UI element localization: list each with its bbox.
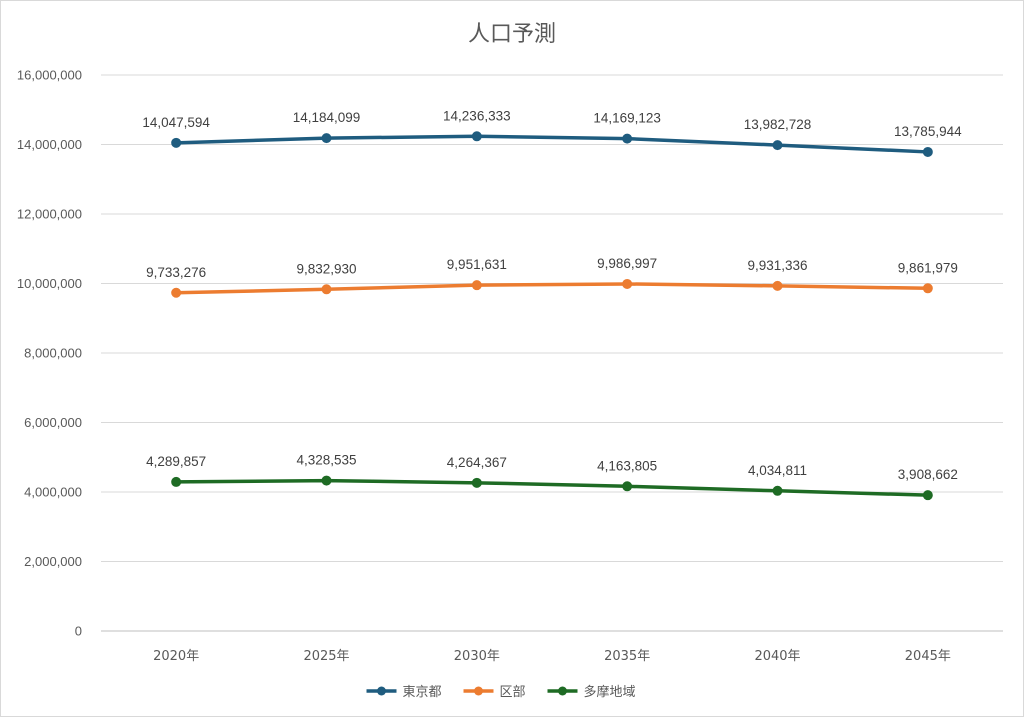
y-tick-label: 8,000,000 [24,346,82,361]
legend-marker [474,686,483,696]
data-point[interactable] [622,481,633,492]
chart-title: 人口予測 [468,22,556,47]
series-line [174,134,930,154]
data-point[interactable] [922,490,933,501]
y-tick-label: 10,000,000 [17,276,82,291]
data-labels: 14,047,594 14,184,099 14,236,333 14,169,123… [142,108,962,482]
legend-label: 区部 [500,685,526,700]
data-label: 9,951,631 [447,257,507,272]
data-label: 4,163,805 [597,458,657,473]
legend-marker [377,686,386,696]
series-line [174,282,930,295]
x-tick-label: 2035年 [604,649,650,664]
data-label: 4,264,367 [447,455,507,470]
data-point[interactable] [922,146,933,157]
x-tick-label: 2025年 [303,649,349,664]
data-point[interactable] [171,287,182,298]
y-tick-label: 2,000,000 [24,554,82,569]
data-label: 9,733,276 [146,265,206,280]
x-tick-label: 2020年 [153,649,199,664]
gridlines [101,74,1003,632]
data-point[interactable] [622,278,633,289]
data-point[interactable] [471,477,482,488]
data-label: 9,931,336 [747,258,807,273]
data-label: 14,047,594 [142,115,210,130]
legend-label: 東京都 [403,684,442,700]
data-point[interactable] [321,284,332,295]
data-point[interactable] [471,280,482,291]
data-label: 14,169,123 [593,111,661,126]
data-label: 4,328,535 [296,453,356,468]
legend-marker [558,686,567,696]
data-label: 3,908,662 [898,467,958,482]
y-tick-label: 0 [75,624,82,639]
legend[interactable]: 東京都 区部 多摩地域 [366,684,636,700]
legend-label: 多摩地域 [584,684,636,700]
y-tick-label: 14,000,000 [17,137,82,152]
data-label: 14,184,099 [293,110,361,125]
y-axis: 0 2,000,000 4,000,000 6,000,000 8,000,000 10,… [17,68,82,639]
data-point[interactable] [922,283,933,294]
data-label: 13,982,728 [744,117,812,132]
data-label: 13,785,944 [894,124,962,139]
data-label: 9,832,930 [296,261,356,276]
data-point[interactable] [321,475,332,486]
y-tick-label: 16,000,000 [17,68,82,83]
y-tick-label: 4,000,000 [24,485,82,500]
data-point[interactable] [772,280,783,291]
data-point[interactable] [471,131,482,142]
legend-item[interactable]: 区部 [463,685,526,700]
data-point[interactable] [171,476,182,487]
data-label: 14,236,333 [443,108,511,123]
data-point[interactable] [321,133,332,144]
x-tick-label: 2030年 [454,649,500,664]
data-point[interactable] [772,140,783,151]
data-label: 9,986,997 [597,256,657,271]
legend-item[interactable]: 多摩地域 [547,684,636,700]
data-point[interactable] [171,137,182,148]
series-group [171,131,933,501]
x-axis: 2020年 2025年 2030年 2035年 2040年 2045年 [153,649,951,664]
legend-item[interactable]: 東京都 [366,684,442,700]
series-line [174,478,930,497]
data-point[interactable] [772,485,783,496]
data-label: 4,289,857 [146,454,206,469]
y-tick-label: 12,000,000 [17,207,82,222]
x-tick-label: 2040年 [754,649,800,664]
data-label: 4,034,811 [748,463,807,478]
x-tick-label: 2045年 [905,649,951,664]
data-label: 9,861,979 [898,260,958,275]
data-point[interactable] [622,133,633,144]
y-tick-label: 6,000,000 [24,415,82,430]
